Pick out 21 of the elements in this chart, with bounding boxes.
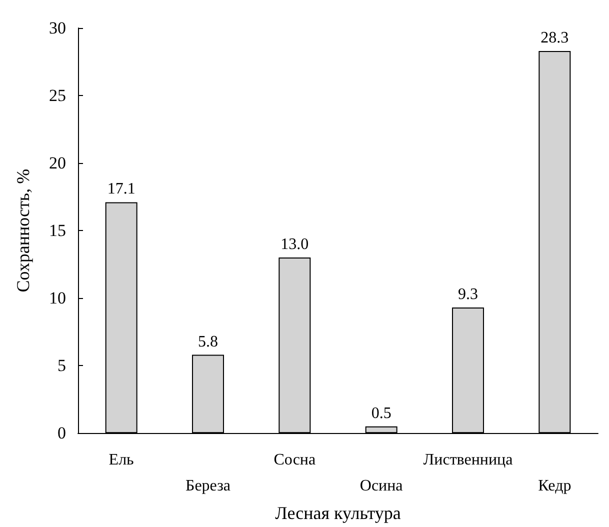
x-tick-label: Ель <box>108 452 134 469</box>
data-label: 0.5 <box>371 404 392 422</box>
x-tick-label: Осина <box>360 478 403 495</box>
y-tick-label: 10 <box>49 288 66 308</box>
y-tick-label: 25 <box>49 86 66 106</box>
data-label: 28.3 <box>540 29 569 46</box>
y-tick-label: 15 <box>49 221 66 240</box>
y-tick-label: 0 <box>58 424 66 443</box>
data-label: 13.0 <box>280 236 309 254</box>
x-tick-label: Береза <box>185 478 231 495</box>
data-label: 17.1 <box>107 180 136 198</box>
y-tick-label: 20 <box>49 154 66 173</box>
x-axis-title: Лесная культура <box>275 503 401 523</box>
x-tick-label: Сосна <box>274 452 316 469</box>
x-tick-label: Лиственница <box>423 452 513 469</box>
y-axis-title: Сохранность, % <box>13 168 33 292</box>
data-label: 5.8 <box>198 333 218 350</box>
y-tick-label: 30 <box>49 18 66 38</box>
y-tick-label: 5 <box>58 356 66 376</box>
x-tick-label: Кедр <box>538 478 572 495</box>
data-label: 9.3 <box>458 286 478 304</box>
